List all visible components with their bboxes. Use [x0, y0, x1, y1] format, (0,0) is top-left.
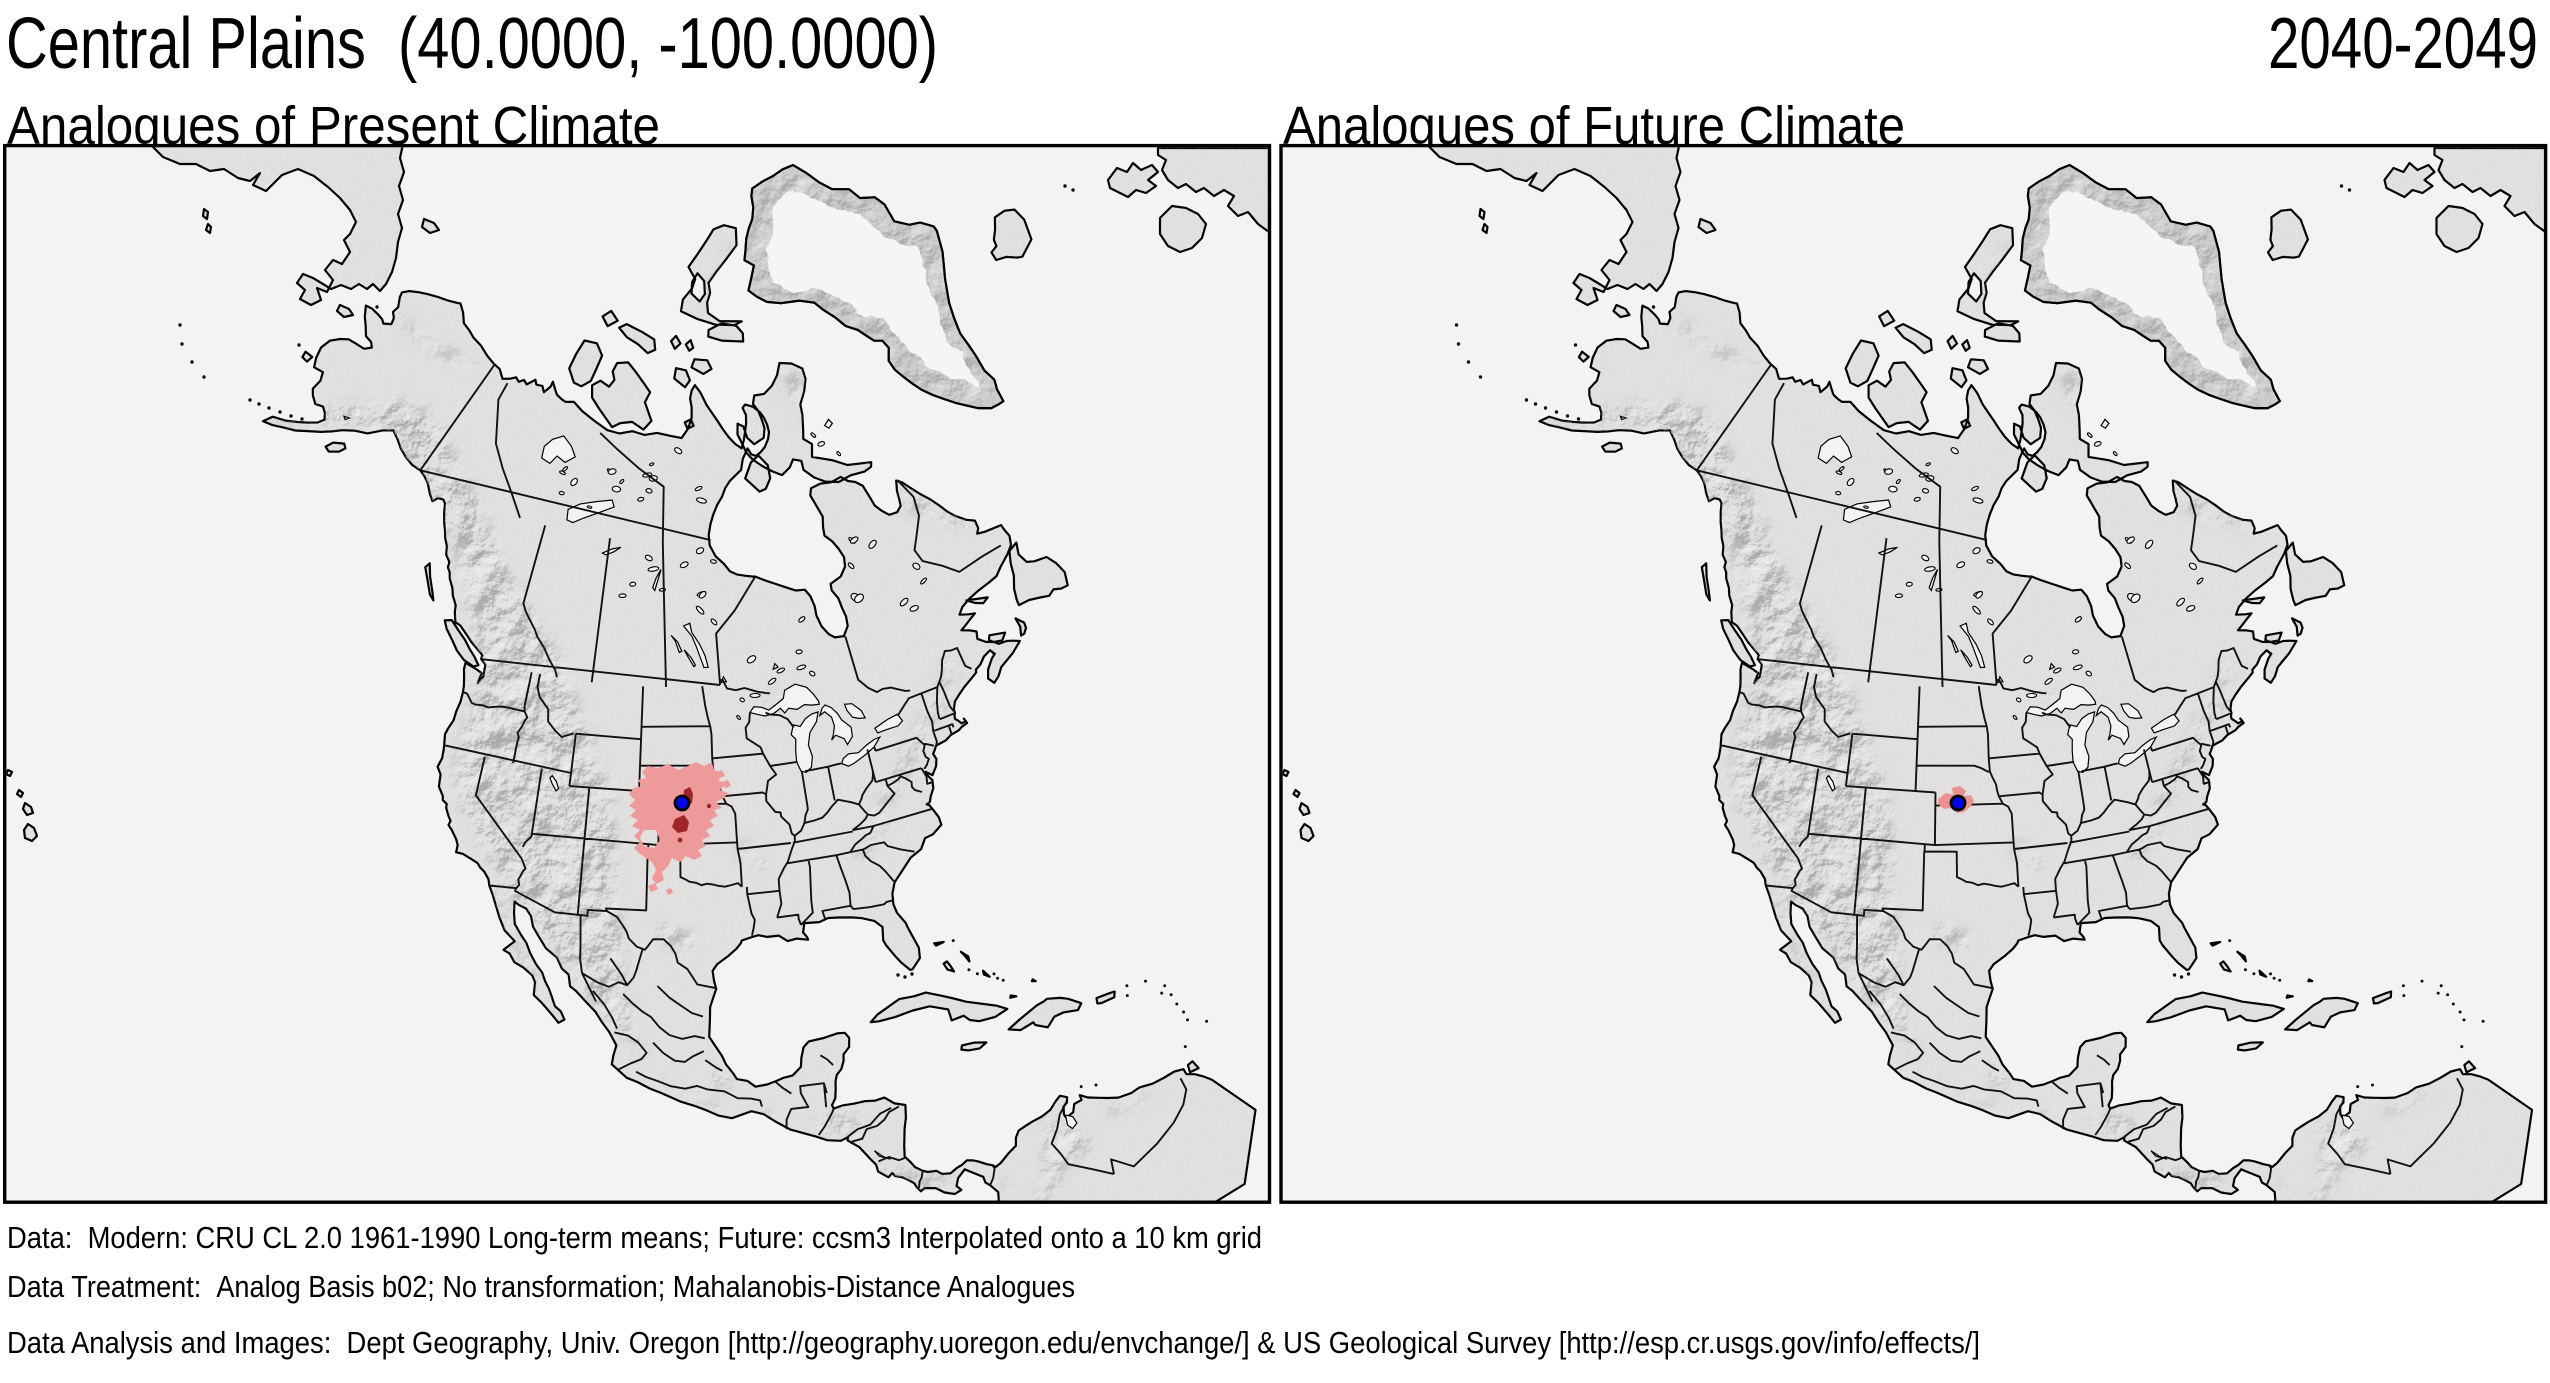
svg-text:Data: Modern: CRU CL 2.0 1961: Data: Modern: CRU CL 2.0 1961-1990 Long-…: [7, 1221, 1262, 1255]
svg-text:Data Treatment: Analog Basis: Data Treatment: Analog Basis b02; No tra…: [7, 1270, 1075, 1304]
svg-text:Data Analysis and Images: Dep: Data Analysis and Images: Dept Geography…: [7, 1326, 1980, 1360]
svg-text:Central Plains (40.0000, -100: Central Plains (40.0000, -100.0000): [6, 4, 938, 84]
svg-text:2040-2049: 2040-2049: [2268, 4, 2538, 84]
